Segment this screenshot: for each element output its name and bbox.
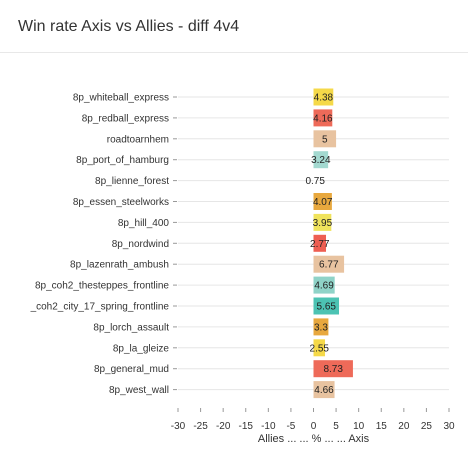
category-label: 8p_port_of_hamburg [76,155,169,166]
x-tick-label: -5 [286,421,295,432]
category-label: 8p_lorch_assault [93,322,169,333]
bar [313,172,317,190]
axis-layer: 8p_whiteball_express 8p_redball_expressro… [30,93,455,446]
bar [313,255,345,273]
category-label: 8p_nordwind [112,239,169,250]
data-label: 2.77 [310,239,330,250]
bar-layer [313,88,353,399]
bar [313,339,326,357]
bar [313,318,329,336]
bar [313,109,333,127]
bar [313,213,332,231]
category-label: 8p_essen_steelworks [73,197,169,208]
category-label: 8p_lienne_forest [95,176,169,187]
x-tick-label: 0 [311,421,317,432]
x-axis-label: Allies ... ... % ... ... Axis [258,433,370,445]
data-label: 0.75 [305,176,325,187]
category-label: 8p_la_gleize [113,343,170,354]
x-tick-label: -15 [239,421,254,432]
x-tick-label: 15 [376,421,388,432]
bar [313,297,340,315]
data-label: 4.66 [314,385,334,396]
category-label: 8p_coh2_thesteppes_frontline [35,281,169,292]
x-tick-label: -30 [171,421,186,432]
x-tick-label: -20 [216,421,231,432]
title-bar: Win rate Axis vs Allies - diff 4v4 [0,0,468,53]
data-label: 4.07 [313,197,333,208]
category-label: _coh2_city_17_spring_frontline [30,302,170,313]
category-label: 8p_west_wall [109,385,169,396]
bar [313,130,337,148]
x-tick-label: -10 [261,421,276,432]
x-tick-label: 25 [421,421,433,432]
data-label: 4.69 [314,281,334,292]
data-label: 4.38 [314,93,334,104]
x-tick-label: 5 [333,421,339,432]
chart-title: Win rate Axis vs Allies - diff 4v4 [18,18,240,35]
x-tick-label: 10 [353,421,365,432]
bar [313,193,332,210]
category-label: 8p_hill_400 [118,218,170,229]
category-label: 8p_general_mud [94,364,169,375]
category-label: 8p_lazenrath_ambush [70,260,169,271]
data-label: 8.73 [323,364,343,375]
data-label: 4.16 [313,113,333,124]
x-tick-label: 30 [443,421,455,432]
bar [313,151,329,169]
bar [313,234,327,252]
data-label: 3.3 [314,322,328,333]
data-label: 5 [322,134,328,145]
bar [313,276,335,294]
data-label: 3.24 [311,155,331,166]
category-label: roadtoarnhem [107,134,169,145]
bar [313,381,335,399]
bar [313,88,334,106]
category-label: 8p_whiteball_express [73,93,169,104]
x-tick-label: -25 [193,421,208,432]
data-label: 3.95 [313,218,333,229]
x-tick-label: 20 [398,421,410,432]
bar [313,360,353,378]
data-label: 6.77 [319,260,339,271]
data-label: 2.55 [310,343,330,354]
data-label: 5.65 [317,302,337,313]
category-label: 8p_redball_express [82,113,169,124]
label-layer: 4.38 4.16 5 3.24 0.75 4.07 3.95 2.77 6.77 4.69 5.6… [305,93,343,397]
